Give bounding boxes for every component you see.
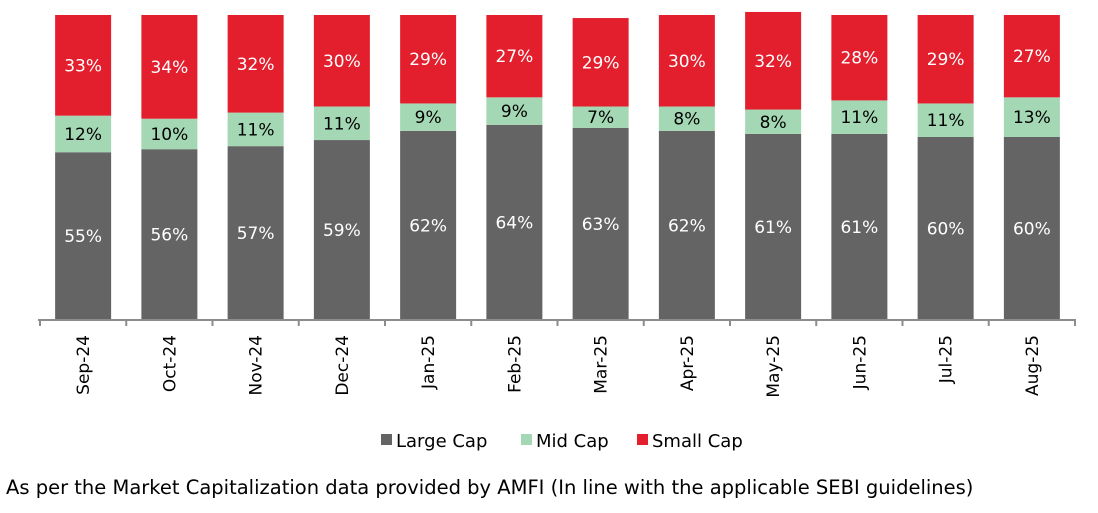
bar-small-cap-apr-25 — [658, 15, 715, 107]
data-label-large-cap: 61% — [840, 218, 878, 238]
bar-small-cap-feb-25 — [486, 15, 543, 98]
x-tick-label: Oct-24 — [160, 335, 180, 392]
data-label-mid-cap: 11% — [237, 120, 275, 140]
data-label-small-cap: 33% — [64, 56, 102, 76]
bar-small-cap-jan-25 — [400, 15, 457, 104]
data-label-large-cap: 62% — [409, 216, 447, 236]
bar-mid-cap-sep-24 — [55, 115, 112, 153]
bar-small-cap-jul-25 — [917, 15, 974, 104]
data-label-mid-cap: 11% — [323, 114, 361, 134]
x-tick-label: May-25 — [764, 335, 784, 398]
legend-swatch-mid-cap — [521, 434, 532, 445]
data-label-large-cap: 57% — [237, 224, 275, 244]
x-tick-label: Sep-24 — [74, 335, 94, 395]
bar-mid-cap-feb-25 — [486, 97, 543, 125]
data-label-small-cap: 32% — [237, 55, 275, 75]
data-label-large-cap: 55% — [64, 227, 102, 247]
bar-small-cap-may-25 — [745, 11, 802, 110]
data-label-large-cap: 60% — [1013, 220, 1051, 240]
legend-label-small-cap: Small Cap — [652, 431, 743, 452]
bar-small-cap-oct-24 — [141, 15, 198, 119]
x-tick-label: Nov-24 — [247, 335, 267, 396]
data-label-large-cap: 56% — [150, 226, 188, 246]
data-label-small-cap: 30% — [668, 52, 706, 72]
bar-large-cap-apr-25 — [658, 130, 715, 320]
bar-small-cap-jun-25 — [831, 15, 888, 101]
bar-large-cap-mar-25 — [572, 127, 629, 320]
data-label-small-cap: 30% — [323, 52, 361, 72]
bars-group: 55% 12% 33% 56% 10% 34% 57% 11% 32% 59% 11% 30% 62% 9… — [55, 11, 1060, 320]
data-label-mid-cap: 10% — [150, 125, 188, 145]
data-label-small-cap: 29% — [409, 50, 447, 70]
bar-large-cap-nov-24 — [227, 146, 284, 320]
legend: Large Cap Mid Cap Small Cap — [381, 431, 743, 452]
legend-swatch-small-cap — [637, 434, 648, 445]
bar-large-cap-feb-25 — [486, 124, 543, 320]
data-label-small-cap: 32% — [754, 52, 792, 72]
bar-mid-cap-nov-24 — [227, 112, 284, 147]
bar-large-cap-may-25 — [745, 133, 802, 320]
data-label-mid-cap: 8% — [673, 110, 700, 130]
data-label-mid-cap: 9% — [501, 102, 528, 122]
data-label-large-cap: 60% — [927, 220, 965, 240]
data-label-mid-cap: 12% — [64, 125, 102, 145]
data-label-small-cap: 27% — [1013, 47, 1051, 67]
bar-mid-cap-jun-25 — [831, 100, 888, 134]
bar-mid-cap-jul-25 — [917, 103, 974, 137]
data-label-mid-cap: 11% — [927, 111, 965, 131]
bar-small-cap-sep-24 — [55, 15, 112, 116]
x-tick-label: Mar-25 — [592, 335, 612, 394]
data-label-mid-cap: 7% — [587, 108, 614, 128]
data-label-small-cap: 29% — [927, 50, 965, 70]
bar-large-cap-oct-24 — [141, 149, 198, 320]
x-tick-label: Dec-24 — [333, 335, 353, 396]
bar-large-cap-jun-25 — [831, 133, 888, 320]
bar-small-cap-dec-24 — [313, 15, 370, 107]
data-label-small-cap: 29% — [582, 53, 620, 73]
bar-mid-cap-may-25 — [745, 109, 802, 134]
data-label-large-cap: 64% — [495, 213, 533, 233]
x-tick-label: Jun-25 — [850, 335, 870, 390]
bar-large-cap-sep-24 — [55, 152, 112, 320]
bar-large-cap-dec-24 — [313, 140, 370, 320]
data-label-small-cap: 34% — [150, 58, 188, 78]
x-tick-label: Apr-25 — [678, 335, 698, 391]
bar-mid-cap-oct-24 — [141, 118, 198, 150]
data-label-mid-cap: 8% — [760, 113, 787, 133]
x-tick-label: Feb-25 — [505, 335, 525, 393]
data-label-small-cap: 27% — [495, 47, 533, 67]
data-label-mid-cap: 13% — [1013, 108, 1051, 128]
bar-mid-cap-apr-25 — [658, 106, 715, 131]
x-tick-label: Jul-25 — [937, 335, 957, 384]
footnote: As per the Market Capitalization data pr… — [6, 476, 974, 499]
bar-mid-cap-aug-25 — [1003, 97, 1060, 137]
bar-mid-cap-mar-25 — [572, 106, 629, 128]
bar-mid-cap-jan-25 — [400, 103, 457, 131]
legend-swatch-large-cap — [381, 434, 392, 445]
bar-mid-cap-dec-24 — [313, 106, 370, 141]
x-tick-label: Aug-25 — [1023, 335, 1043, 396]
bar-small-cap-nov-24 — [227, 15, 284, 113]
data-label-large-cap: 59% — [323, 221, 361, 241]
data-label-mid-cap: 11% — [840, 108, 878, 128]
data-label-small-cap: 28% — [840, 49, 878, 69]
x-axis: Sep-24 Oct-24 Nov-24 Dec-24 Jan-25 Feb-25 Mar-… — [38, 319, 1076, 398]
bar-small-cap-aug-25 — [1003, 15, 1060, 98]
data-label-mid-cap: 9% — [415, 108, 442, 128]
bar-large-cap-jan-25 — [400, 130, 457, 320]
data-label-large-cap: 63% — [582, 215, 620, 235]
bar-small-cap-mar-25 — [572, 18, 629, 107]
legend-label-large-cap: Large Cap — [396, 431, 487, 452]
bar-large-cap-aug-25 — [1003, 137, 1060, 320]
data-label-large-cap: 62% — [668, 216, 706, 236]
legend-label-mid-cap: Mid Cap — [536, 431, 609, 452]
x-tick-label: Jan-25 — [419, 335, 439, 390]
bar-large-cap-jul-25 — [917, 137, 974, 320]
data-label-large-cap: 61% — [754, 218, 792, 238]
